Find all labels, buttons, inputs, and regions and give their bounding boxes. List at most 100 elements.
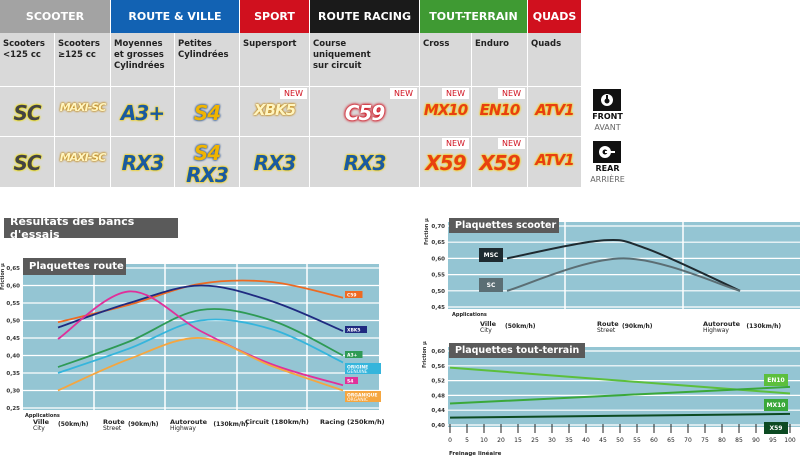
series-line-sc [506,257,741,292]
y-tick-label: 0,70 [431,224,445,230]
front-pad-cell: ATV1 [528,87,582,137]
x-tick-label: 95 [769,437,777,444]
x-tick-label: 45 [599,437,607,444]
section-title: Résultats des bancs d'essais [4,215,178,241]
y-axis-label: Friction μ [422,341,428,368]
x-tick-label: 25 [531,437,539,444]
pad-logo-s4: S4 [193,101,221,125]
pad-logo-atv1: ATV1 [535,151,574,169]
x-tick-label: 100 [784,437,796,444]
new-badge: NEW [280,88,307,99]
series-label-bg [764,399,788,411]
pad-logo-sc: SC [13,151,41,175]
x-category-speed: (90km/h) [622,323,653,330]
rear-pad-cell: X59 NEW [420,137,472,188]
x-category-sublabel: Highway [703,327,729,334]
subcategory-label: Quads [528,33,582,87]
series-label: X59 [770,425,783,432]
y-tick-label: 0,55 [6,301,20,307]
series-label: MX10 [767,402,786,409]
x-tick-label: 50 [616,437,624,444]
series-line-origine [57,318,344,374]
y-tick-label: 0,60 [6,284,20,290]
x-tick-label: 75 [701,437,709,444]
x-category-speed: (50km/h) [58,421,89,428]
y-tick-label: 0,25 [6,406,20,412]
series-label: ORGANIQUE [347,393,377,399]
x-category-sublabel: City [480,327,492,334]
series-line-s4 [57,290,344,387]
rear-pad-cell: MAXI-SC [55,137,111,188]
series-label: A3+ [347,353,358,359]
series-label: ORIGINE [347,365,368,371]
new-badge: NEW [498,88,525,99]
series-line-xbk5 [57,284,344,332]
x-category-label: Racing (250km/h) [320,418,385,426]
y-tick-label: 0,52 [431,379,445,385]
x-tick-label: 40 [582,437,590,444]
x-category-label: Autoroute [703,320,741,328]
rear-pad-cell: RX3 [240,137,310,188]
y-tick-label: 0,44 [431,408,445,414]
front-pad-cell: S4 [175,87,240,137]
front-pad-cell: C59 NEW [310,87,420,137]
x-category-speed: (130km/h) [213,421,248,428]
new-badge: NEW [498,138,525,149]
y-tick-label: 0,55 [431,273,445,279]
x-category-label: Circuit (180km/h) [245,418,309,426]
x-category-sublabel: Highway [170,425,196,432]
front-label: FRONT [592,112,623,121]
x-category-sublabel: City [33,425,45,432]
subcategory-label: Scooters ≥125 cc [55,33,111,87]
pad-logo-rx3: RX3 [343,151,387,175]
pad-logo-atv1: ATV1 [535,101,574,119]
x-category-sublabel: Street [597,327,616,334]
pad-logo-xbk5: XBK5 [253,101,296,119]
y-tick-label: 0,30 [6,389,20,395]
y-tick-label: 0,65 [6,266,20,272]
rear-pad-cell: X59 NEW [472,137,528,188]
front-pad-cell: XBK5 NEW [240,87,310,137]
y-tick-label: 0,45 [431,305,445,311]
y-tick-label: 0,65 [431,240,445,246]
pad-logo-x59: X59 [425,151,466,175]
pad-logo-maxisc: MAXI-SC [59,101,107,114]
series-label: EN10 [767,377,784,384]
series-label-bg [479,278,503,292]
series-label-bg [345,363,381,374]
series-line-msc [506,238,741,292]
series-label-bg [345,291,363,298]
x-tick-label: 10 [480,437,488,444]
x-category-label: Ville [480,320,497,328]
front-pad-cell: A3+ [111,87,175,137]
y-axis-label: Friction μ [424,218,430,245]
x-tick-label: 90 [752,437,760,444]
x-tick-label: 30 [548,437,556,444]
series-line-a3 [57,308,344,368]
chart-scooter-title: Plaquettes scooter [449,218,559,233]
y-tick-label: 0,35 [6,371,20,377]
series-label-bg [764,422,788,434]
x-category-speed: (90km/h) [128,421,159,428]
y-axis-label: Friction μ [0,263,6,290]
series-label-bg [345,391,381,402]
category-header-route-ville: ROUTE & VILLE [111,0,240,33]
chart-offroad-title: Plaquettes tout-terrain [449,343,585,358]
new-badge: NEW [390,88,417,99]
x-category-label: Autoroute [170,418,208,426]
series-label: MSC [484,252,499,259]
series-label-bg [345,326,367,333]
pad-logo-a3: A3+ [120,101,165,125]
front-sublabel: AVANT [594,123,621,132]
chart-route-title: Plaquettes route [23,258,126,275]
x-category-label: Route [103,418,125,426]
x-category-speed: (130km/h) [746,323,781,330]
plot-area [23,264,379,410]
x-tick-label: 0 [448,437,452,444]
pad-logo-rx3: RX3 [253,151,297,175]
new-badge: NEW [442,88,469,99]
x-category-label: Ville [33,418,50,426]
series-label: XBK5 [347,328,361,334]
x-tick-label: 80 [718,437,726,444]
x-tick-label: 60 [650,437,658,444]
